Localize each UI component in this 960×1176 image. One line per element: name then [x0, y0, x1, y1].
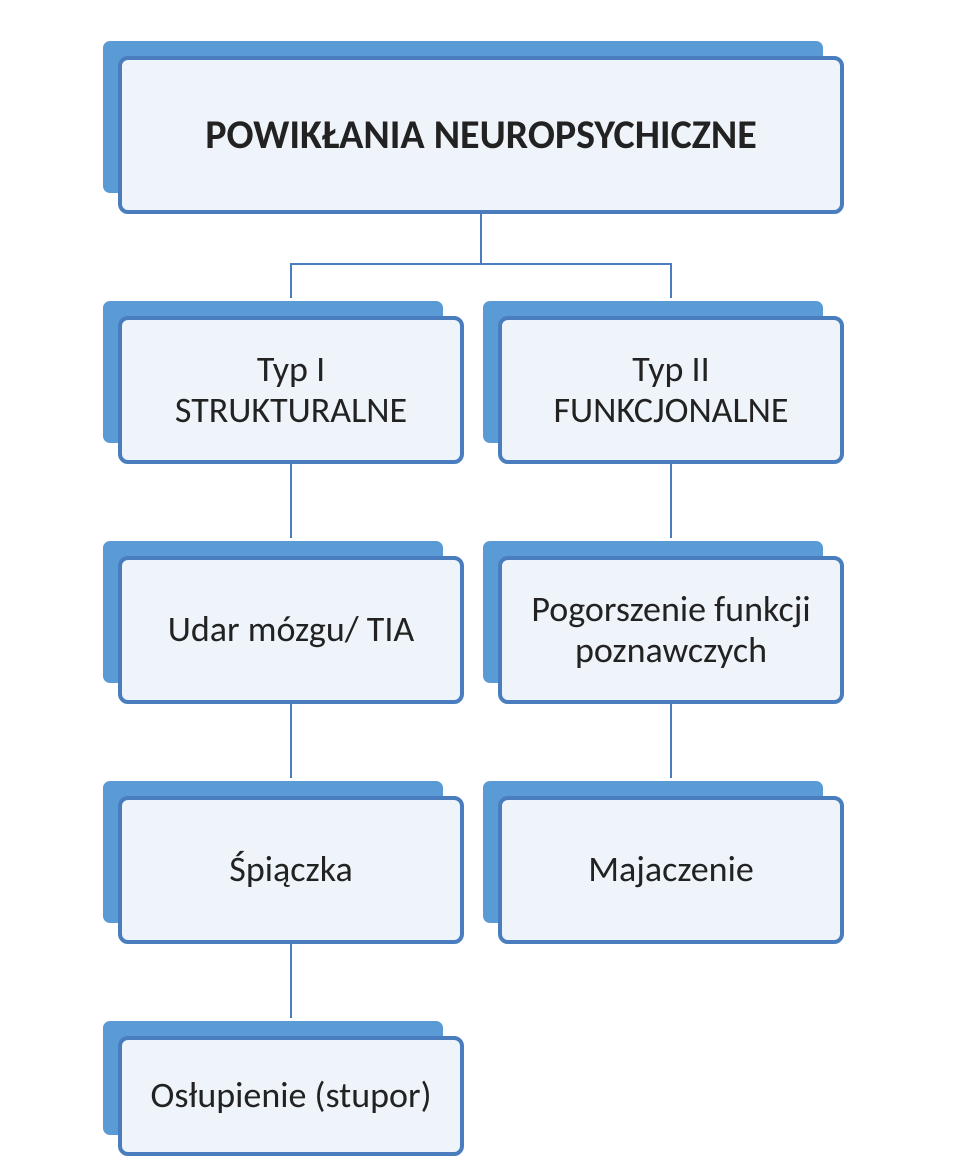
node-label: Udar mózgu/ TIA: [168, 609, 414, 650]
node-box: Osłupienie (stupor): [118, 1036, 464, 1156]
node-label: Typ ISTRUKTURALNE: [175, 349, 407, 432]
node-typ1: Typ ISTRUKTURALNE: [118, 316, 464, 464]
node-spiaczka: Śpiączka: [118, 796, 464, 944]
node-majaczenie: Majaczenie: [498, 796, 844, 944]
node-box: POWIKŁANIA NEUROPSYCHICZNE: [118, 56, 844, 214]
node-pogorszenie: Pogorszenie funkcjipoznawczych: [498, 556, 844, 704]
node-typ2: Typ IIFUNKCJONALNE: [498, 316, 844, 464]
node-oslupienie: Osłupienie (stupor): [118, 1036, 464, 1156]
node-box: Udar mózgu/ TIA: [118, 556, 464, 704]
node-box: Pogorszenie funkcjipoznawczych: [498, 556, 844, 704]
node-label: Osłupienie (stupor): [151, 1075, 432, 1116]
node-root: POWIKŁANIA NEUROPSYCHICZNE: [118, 56, 844, 214]
node-label: Majaczenie: [588, 849, 754, 890]
node-udar: Udar mózgu/ TIA: [118, 556, 464, 704]
node-box: Typ ISTRUKTURALNE: [118, 316, 464, 464]
node-box: Śpiączka: [118, 796, 464, 944]
node-label: Śpiączka: [229, 849, 352, 890]
node-box: Typ IIFUNKCJONALNE: [498, 316, 844, 464]
node-label: POWIKŁANIA NEUROPSYCHICZNE: [205, 112, 757, 158]
node-box: Majaczenie: [498, 796, 844, 944]
node-label: Typ IIFUNKCJONALNE: [554, 349, 789, 432]
node-label: Pogorszenie funkcjipoznawczych: [531, 589, 810, 672]
